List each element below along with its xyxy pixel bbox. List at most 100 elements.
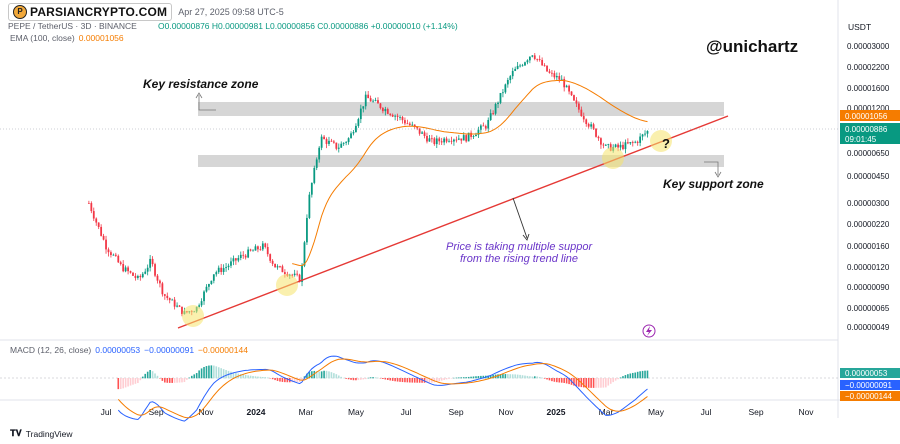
macd-line <box>117 355 648 422</box>
macd-hist-bar <box>281 378 284 382</box>
candle <box>217 265 220 274</box>
candle-body <box>516 65 519 69</box>
macd-hist-bar <box>578 378 580 387</box>
macd-hist-bar <box>181 378 183 383</box>
macd-hist-bar <box>377 377 379 379</box>
candle-body <box>254 246 257 251</box>
candle-body <box>546 65 548 72</box>
candle-body <box>237 257 240 261</box>
candle-body <box>430 138 433 140</box>
candle <box>465 134 468 143</box>
candle <box>330 138 333 142</box>
macd-hist-bar <box>514 374 516 379</box>
candle-body <box>301 265 303 282</box>
candle-body <box>587 124 590 127</box>
macd-hist-bar <box>396 378 399 382</box>
candle-body <box>210 280 213 285</box>
macd-hist-bar <box>156 375 159 379</box>
candle <box>296 270 299 277</box>
macd-hist-bar <box>345 378 347 379</box>
macd-hist-bar <box>232 372 235 379</box>
macd-hist-bar <box>416 378 418 383</box>
candle-body <box>107 249 110 253</box>
macd-hist-bar <box>612 378 614 383</box>
candle-body <box>418 128 421 134</box>
candle <box>328 136 330 146</box>
candle <box>259 246 262 251</box>
macd-hist-bar <box>257 376 259 379</box>
candle-body <box>548 71 551 73</box>
macd-hist-bar <box>210 365 213 379</box>
candle-body <box>281 266 284 273</box>
candle <box>261 241 264 252</box>
candle <box>536 58 539 62</box>
macd-hist-bar <box>551 378 553 382</box>
candle-body <box>521 65 524 67</box>
macd-hist-bar <box>592 378 595 388</box>
macd-hist-bar <box>597 378 600 388</box>
macd-hist-bar <box>605 378 607 388</box>
candle <box>607 143 610 149</box>
candle-body <box>279 266 281 268</box>
candle-body <box>100 226 103 236</box>
candle <box>453 138 455 146</box>
candle <box>421 131 423 134</box>
macd-hist-bar <box>313 370 316 379</box>
macd-hist-bar <box>154 373 156 379</box>
candle <box>408 121 411 127</box>
candle <box>509 75 512 84</box>
candle <box>92 207 95 221</box>
candle <box>399 115 401 121</box>
candle <box>614 143 617 148</box>
candle <box>506 77 509 88</box>
tradingview-brand[interactable]: 𝐓𝐕 TradingView <box>10 428 73 439</box>
candle-body <box>139 276 142 278</box>
macd-hist-bar <box>129 378 132 386</box>
candle <box>521 63 524 67</box>
candle <box>553 70 556 80</box>
candle-body <box>394 115 397 117</box>
macd-hist-bar <box>445 378 448 380</box>
candle <box>585 118 588 127</box>
candle-body <box>479 125 482 130</box>
candle-body <box>315 159 318 168</box>
candle <box>320 134 323 151</box>
macd-hist-bar <box>590 378 592 388</box>
price-tick-label: 0.00001600 <box>847 84 890 93</box>
candle <box>281 264 284 273</box>
candle-body <box>460 138 463 141</box>
candle-body <box>105 239 107 250</box>
macd-hist-bar <box>217 367 220 379</box>
touch-highlight <box>182 305 204 327</box>
candle <box>389 113 392 117</box>
macd-hist-bar <box>193 374 196 379</box>
candle <box>325 137 328 149</box>
macd-hist-bar <box>504 374 507 379</box>
candle <box>313 165 316 185</box>
candle-body <box>340 143 343 148</box>
candle-body <box>276 266 279 268</box>
price-tick-label: 0.00000160 <box>847 242 890 251</box>
symbol-pair[interactable]: PEPE / TetherUS · 3D · BINANCE <box>8 21 137 31</box>
candle-body <box>161 283 164 295</box>
candle <box>555 72 558 81</box>
macd-hist-bar <box>205 366 208 379</box>
macd-hist-bar <box>575 378 578 387</box>
candle-body <box>176 305 178 307</box>
candle <box>558 72 561 83</box>
macd-hist-bar <box>644 370 646 379</box>
candle-body <box>328 140 330 144</box>
candle-body <box>543 65 546 67</box>
candle <box>254 244 257 251</box>
candle <box>568 84 570 95</box>
candle <box>563 76 566 92</box>
candle-body <box>641 134 644 137</box>
candle-body <box>323 136 325 140</box>
candle-body <box>489 113 492 120</box>
macd-hist-bar <box>306 373 308 379</box>
candle <box>565 84 568 88</box>
trend-note-pointer <box>512 197 528 239</box>
candle-body <box>227 265 230 268</box>
macd-hist-bar <box>465 377 467 379</box>
macd-hist-bar <box>538 376 541 379</box>
